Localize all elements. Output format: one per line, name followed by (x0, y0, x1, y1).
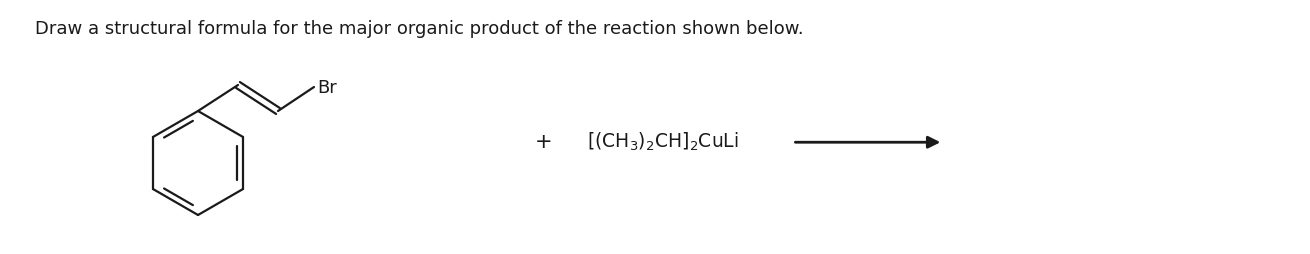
Text: +: + (534, 132, 553, 152)
Text: Draw a structural formula for the major organic product of the reaction shown be: Draw a structural formula for the major … (35, 20, 804, 38)
Text: $\mathregular{[(CH_3)_2CH]_2CuLi}$: $\mathregular{[(CH_3)_2CH]_2CuLi}$ (587, 131, 739, 153)
Text: Br: Br (317, 79, 337, 97)
